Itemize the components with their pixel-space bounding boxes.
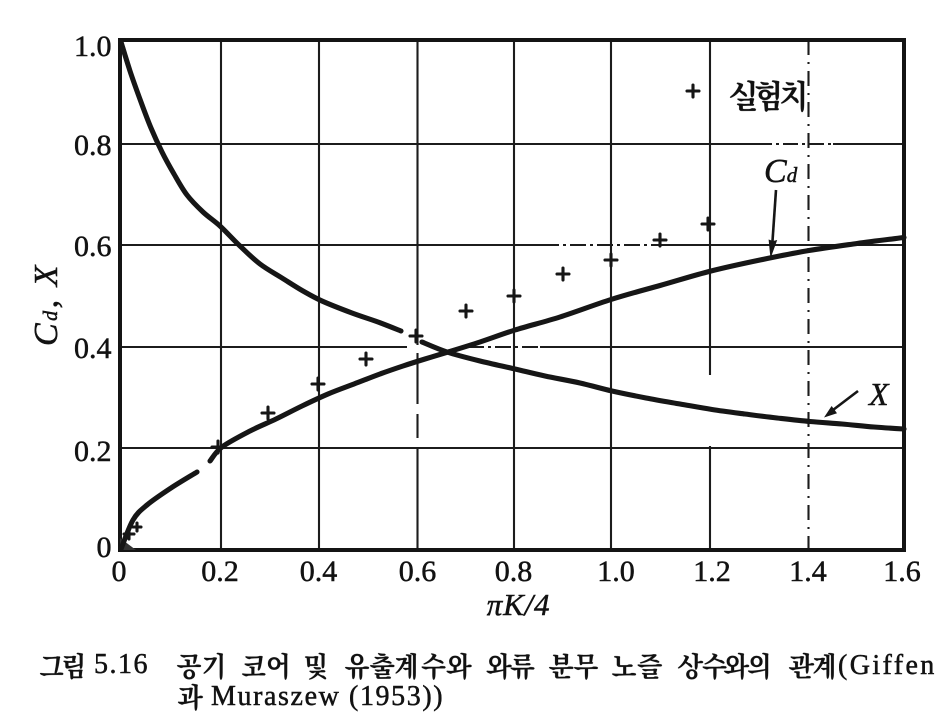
svg-text:0.6: 0.6 (74, 230, 112, 263)
svg-text:0.2: 0.2 (74, 435, 112, 468)
svg-text:(Giffen: (Giffen (838, 650, 937, 681)
svg-text:0.6: 0.6 (399, 555, 437, 588)
svg-text:5.16: 5.16 (94, 649, 149, 680)
svg-text:1.2: 1.2 (693, 555, 731, 588)
svg-text:1.6: 1.6 (883, 555, 921, 588)
svg-text:0.4: 0.4 (74, 332, 112, 365)
svg-text:0: 0 (97, 531, 112, 564)
svg-text:X: X (867, 376, 890, 412)
svg-text:0.4: 0.4 (300, 555, 338, 588)
svg-text:1.4: 1.4 (789, 555, 827, 588)
svg-text:πK/4: πK/4 (487, 587, 551, 622)
svg-text:0.2: 0.2 (201, 555, 239, 588)
svg-text:0.8: 0.8 (74, 129, 112, 162)
svg-text:0: 0 (112, 555, 127, 588)
svg-text:1.0: 1.0 (597, 555, 635, 588)
svg-text:1.0: 1.0 (74, 30, 112, 63)
svg-text:Muraszew (1953)): Muraszew (1953)) (211, 681, 444, 712)
svg-text:0.8: 0.8 (495, 555, 533, 588)
svg-text:Cd, X: Cd, X (28, 263, 65, 346)
